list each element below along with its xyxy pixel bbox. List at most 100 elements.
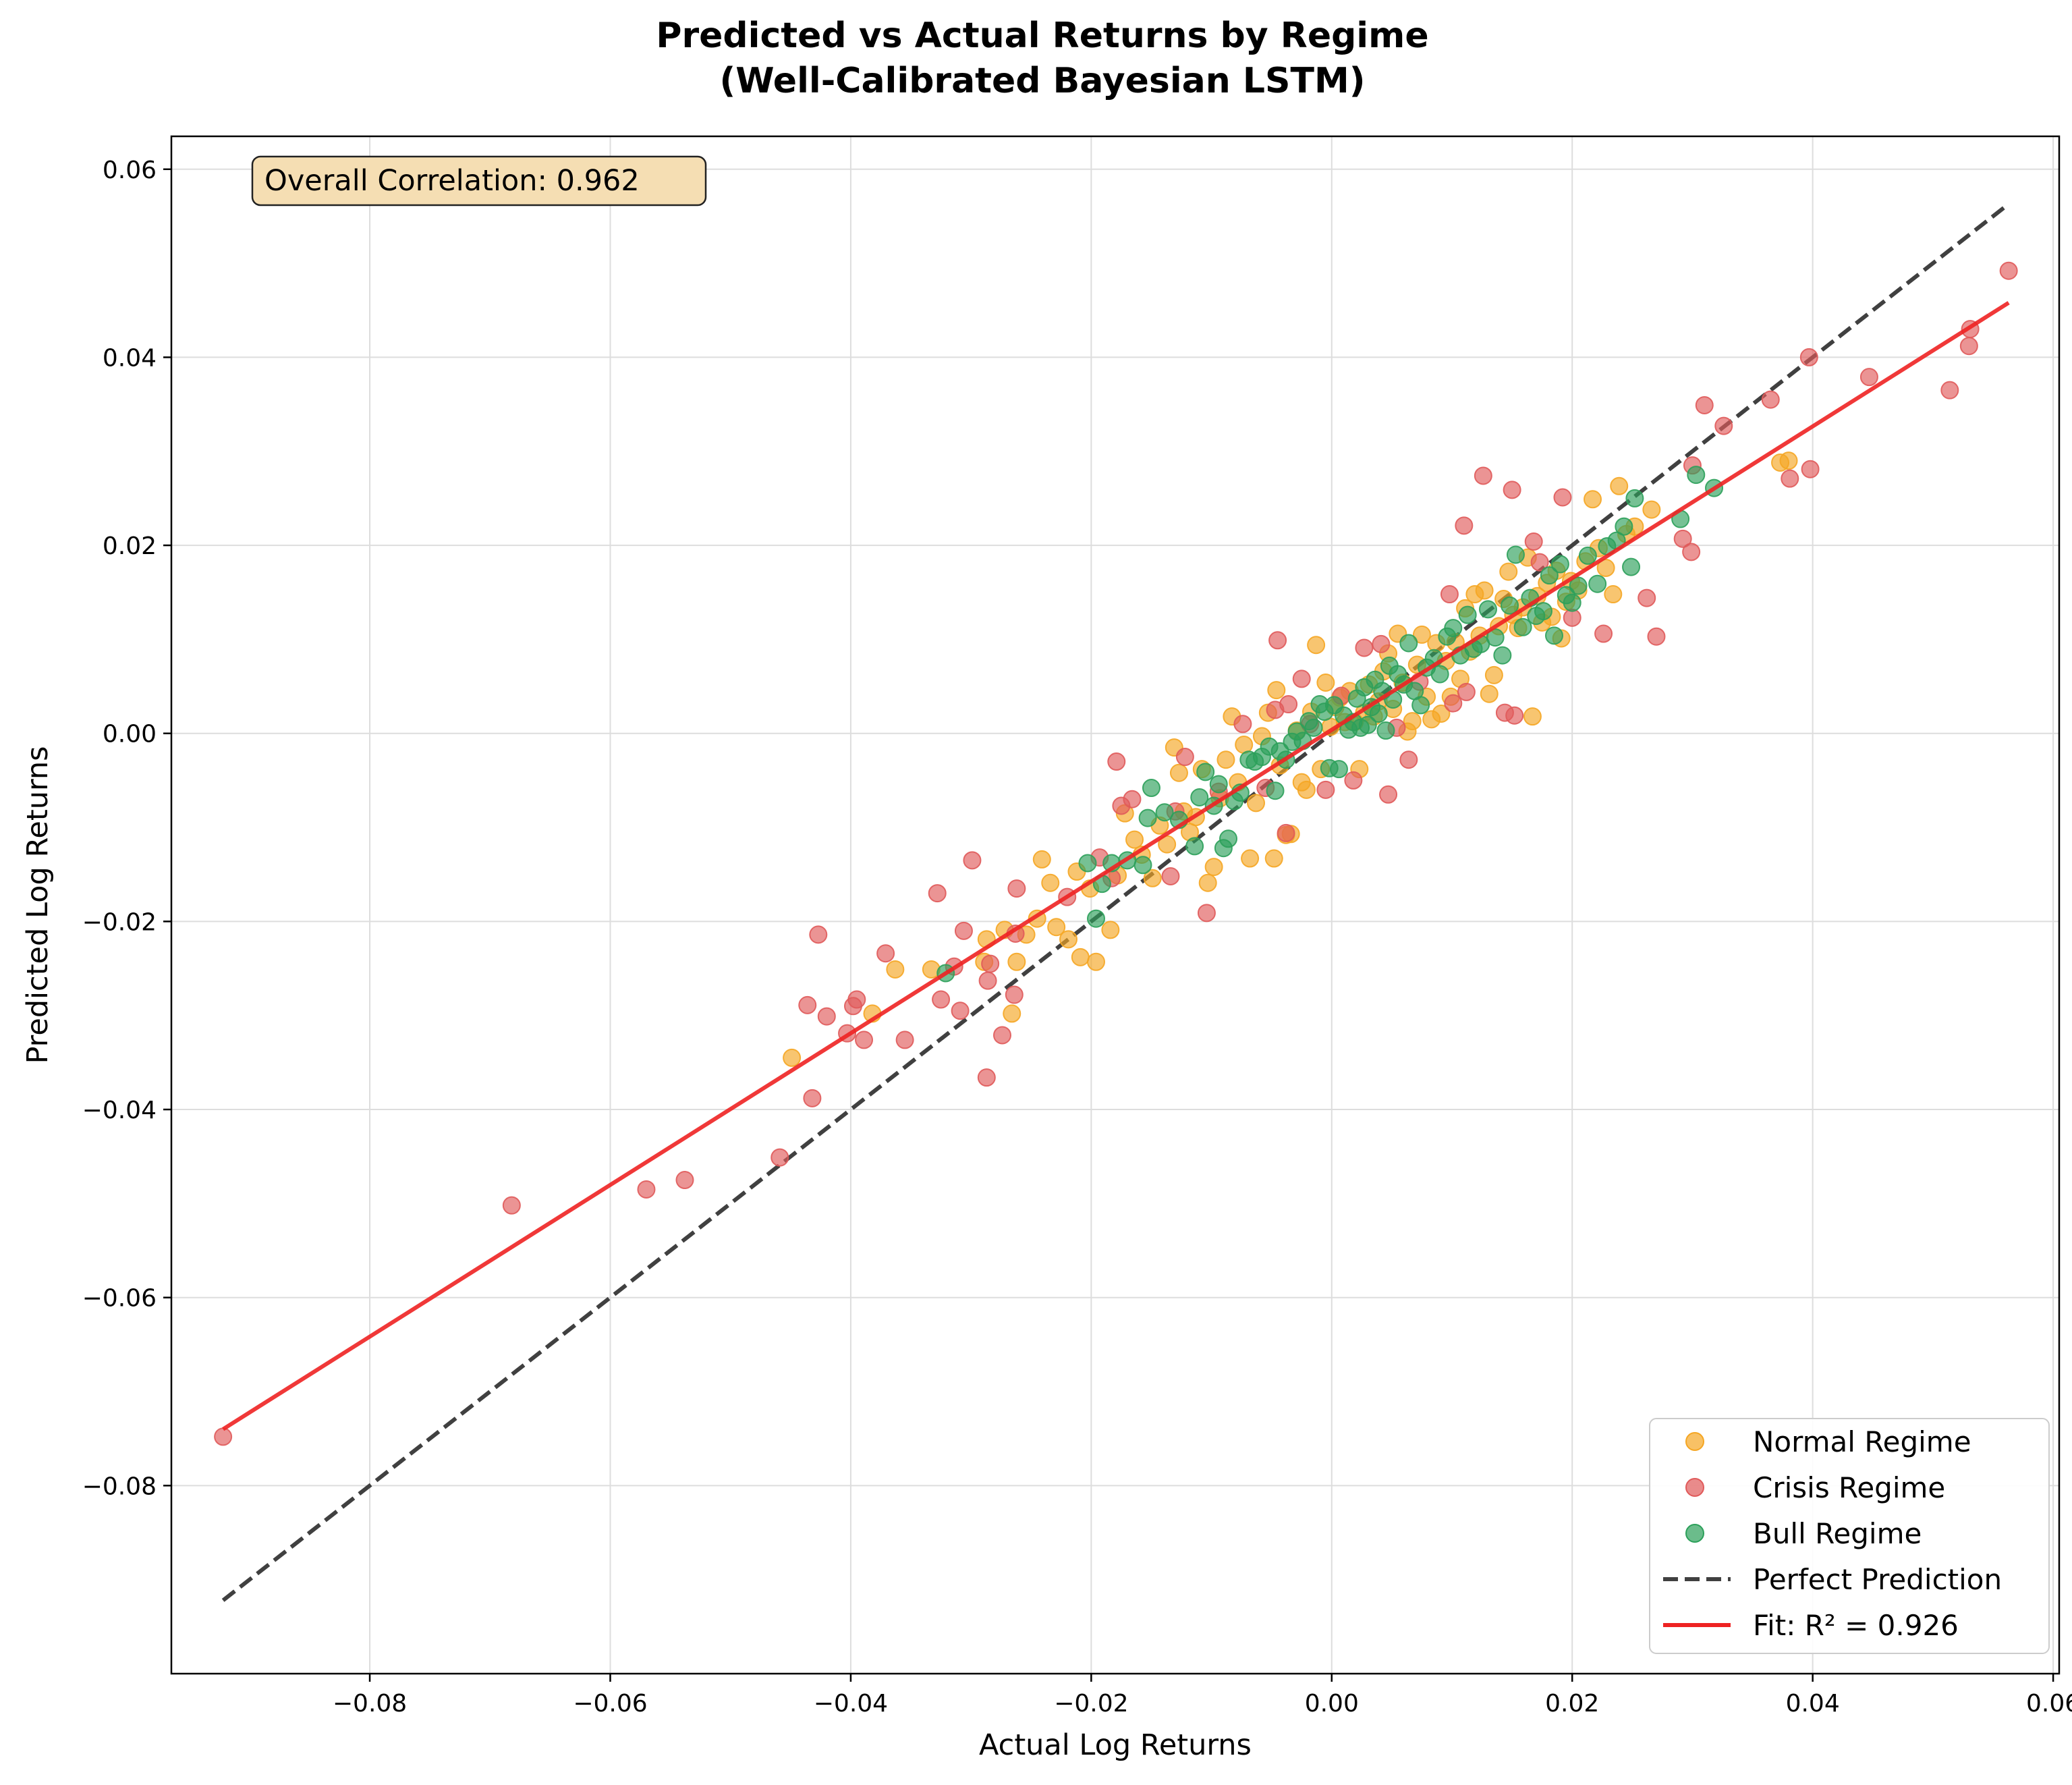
annotation-text: Overall Correlation: 0.962 (264, 164, 640, 198)
bull-regime-point (1304, 718, 1323, 737)
crisis-regime-point (1553, 488, 1572, 507)
bull-regime-point (1569, 576, 1588, 595)
normal-regime-point (1596, 559, 1615, 578)
correlation-annotation: Overall Correlation: 0.962 (251, 155, 707, 207)
crisis-regime-point (1372, 634, 1391, 653)
x-tick-label: −0.04 (814, 1690, 888, 1718)
crisis-regime-point (1399, 750, 1418, 769)
legend-bull-marker (1685, 1524, 1704, 1543)
crisis-regime-point (1682, 543, 1701, 561)
bull-regime-point (1615, 517, 1633, 536)
crisis-regime-point (928, 884, 947, 903)
crisis-regime-point (855, 1031, 874, 1049)
normal-regime-point (1143, 869, 1162, 887)
x-axis-label: Actual Log Returns (979, 1728, 1252, 1762)
bull-regime-point (1563, 593, 1581, 612)
crisis-regime-point (1107, 752, 1126, 771)
crisis-regime-point (1440, 585, 1459, 604)
bull-regime-point (1544, 626, 1563, 645)
bull-regime-point (1444, 619, 1463, 638)
crisis-regime-point (1197, 904, 1216, 923)
crisis-regime-point (992, 1026, 1011, 1045)
bull-regime-point (1501, 596, 1519, 615)
normal-regime-point (1241, 849, 1260, 868)
normal-regime-point (1499, 562, 1518, 581)
bull-regime-point (1513, 617, 1532, 636)
y-tick-label: −0.08 (82, 1473, 157, 1500)
x-tick-label: −0.06 (573, 1690, 647, 1718)
crisis-regime-point (637, 1180, 656, 1199)
normal-regime-point (1247, 794, 1266, 813)
normal-regime-point (1432, 704, 1451, 723)
normal-regime-point (1169, 763, 1188, 782)
crisis-regime-point (1233, 715, 1252, 734)
crisis-regime-point (1530, 553, 1549, 572)
bull-regime-point (1155, 803, 1174, 822)
normal-regime-point (1475, 581, 1494, 600)
crisis-regime-point (1673, 529, 1692, 548)
reference-lines (221, 202, 2010, 1602)
normal-regime-point (1071, 948, 1090, 966)
crisis-regime-point (954, 921, 973, 940)
crisis-regime-point (1799, 348, 1818, 366)
normal-regime-point (1480, 684, 1499, 703)
bull-regime-point (1430, 665, 1449, 684)
normal-regime-point (1403, 712, 1422, 731)
bull-regime-point (1478, 600, 1497, 619)
normal-regime-point (886, 960, 905, 979)
crisis-regime-point (1563, 608, 1581, 627)
normal-regime-point (1584, 490, 1602, 509)
bull-regime-point (1138, 808, 1157, 827)
normal-regime-point (783, 1048, 802, 1067)
crisis-regime-point (803, 1089, 822, 1107)
y-axis-label: Predicted Log Returns (21, 746, 55, 1064)
normal-regime-point (1610, 476, 1629, 495)
crisis-regime-point (981, 954, 1000, 973)
crisis-regime-point (1344, 771, 1363, 790)
crisis-regime-point (895, 1031, 914, 1049)
normal-regime-point (1484, 665, 1503, 684)
crisis-regime-point (1161, 867, 1180, 886)
bull-regime-point (1086, 909, 1105, 928)
crisis-regime-point (1277, 823, 1295, 842)
x-tick-label: 0.06 (2026, 1690, 2072, 1718)
normal-regime-point (1316, 673, 1335, 692)
crisis-regime-point (809, 925, 828, 944)
normal-regime-point (1307, 636, 1326, 655)
chart-title: Predicted vs Actual Returns by Regime (656, 16, 1428, 56)
normal-regime-point (1086, 952, 1105, 971)
bull-regime-point (1486, 628, 1505, 647)
normal-regime-point (1041, 873, 1060, 892)
crisis-regime-point (951, 1001, 970, 1020)
normal-regime-point (1032, 850, 1051, 869)
annotation-box (251, 155, 707, 207)
crisis-regime-point (1505, 706, 1524, 725)
crisis-regime-point (1940, 381, 1959, 400)
crisis-regime-point (876, 944, 895, 963)
legend-fit-label: Fit: R² = 0.926 (1753, 1609, 1959, 1642)
bull-regime-point (1196, 763, 1215, 781)
crisis-regime-point (1647, 627, 1666, 646)
bull-regime-point (1578, 546, 1597, 565)
perfect-prediction-line (221, 202, 2010, 1602)
normal-regime-point (1007, 952, 1026, 971)
bull-regime-point (1540, 566, 1559, 585)
bull-regime-point (1411, 696, 1430, 715)
legend-bull-label: Bull Regime (1753, 1517, 1922, 1550)
fit-line (222, 301, 2010, 1431)
normal-regime-point (1412, 625, 1431, 644)
crisis-regime-point (675, 1171, 694, 1190)
bull-regime-point (1588, 574, 1607, 593)
crisis-regime-point (1379, 785, 1398, 804)
bull-regime-point (1209, 775, 1228, 794)
normal-regime-point (1003, 1004, 1021, 1023)
x-tick-label: 0.00 (1305, 1690, 1359, 1718)
bull-regime-point (1493, 646, 1512, 665)
legend-normal-marker (1685, 1432, 1704, 1451)
legend: Normal Regime Crisis Regime Bull Regime … (1649, 1418, 2050, 1654)
legend-normal-label: Normal Regime (1753, 1425, 1971, 1458)
crisis-regime-point (1123, 790, 1142, 808)
data-points (214, 261, 2018, 1446)
crisis-regime-point (1781, 469, 1799, 488)
crisis-regime-point (978, 971, 997, 990)
